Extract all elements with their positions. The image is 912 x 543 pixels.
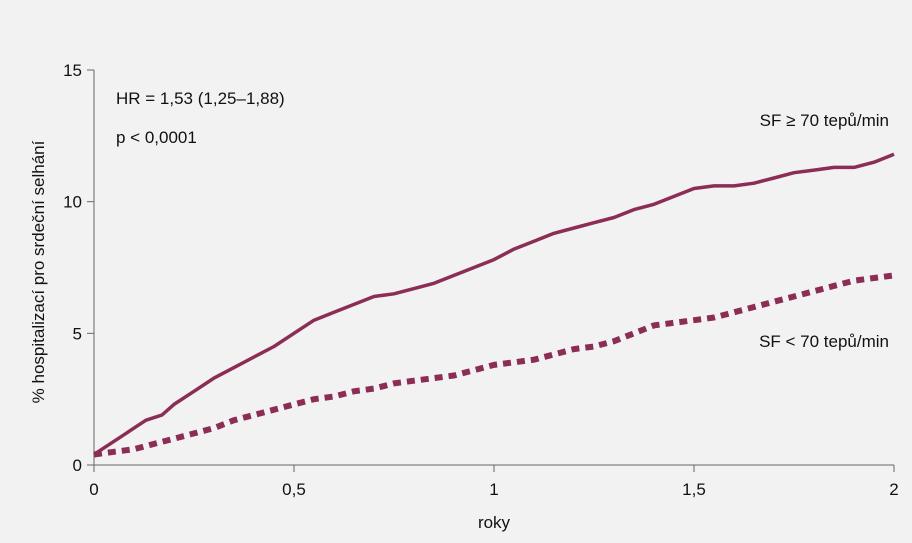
- x-tick-label: 1,5: [682, 480, 706, 499]
- series-lines: [93, 152, 895, 458]
- y-ticks: 0 5 10 15: [63, 61, 94, 475]
- x-tick-label: 0: [89, 480, 98, 499]
- series-label-low-hr: SF < 70 tepů/min: [759, 332, 889, 351]
- x-tick-label: 2: [889, 480, 898, 499]
- y-tick-label: 0: [73, 456, 82, 475]
- p-value-annotation: p < 0,0001: [116, 128, 197, 147]
- y-tick-label: 15: [63, 61, 82, 80]
- hazard-ratio-annotation: HR = 1,53 (1,25–1,88): [116, 89, 285, 108]
- y-tick-label: 5: [73, 324, 82, 343]
- series-line-low-hr: [93, 272, 895, 458]
- y-tick-label: 10: [63, 193, 82, 212]
- x-ticks: 0 0,5 1 1,5 2: [89, 465, 899, 499]
- x-axis-label: roky: [478, 513, 511, 532]
- x-tick-label: 0,5: [282, 480, 306, 499]
- series-line-high-hr: [93, 152, 895, 456]
- x-tick-label: 1: [489, 480, 498, 499]
- series-label-high-hr: SF ≥ 70 tepů/min: [760, 111, 889, 130]
- y-axis-label: % hospitalizací pro srdeční selhání: [29, 140, 48, 403]
